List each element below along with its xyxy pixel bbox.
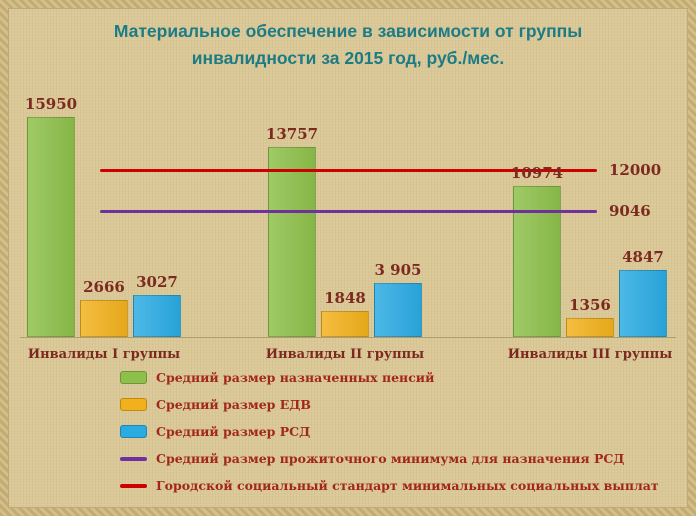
legend-item: Средний размер РСД — [120, 424, 659, 439]
legend-line — [120, 483, 147, 488]
bar — [566, 318, 614, 337]
x-axis-line — [20, 337, 676, 338]
chart-title-line2: инвалидности за 2015 год, руб./мес. — [191, 48, 505, 68]
bar-value-label: 4847 — [622, 248, 664, 266]
bar-value-label: 3027 — [136, 273, 178, 291]
chart-title: Материальное обеспечение в зависимости о… — [8, 18, 688, 72]
bar-value-label: 3 905 — [374, 261, 422, 279]
legend-swatch — [120, 452, 147, 465]
chart-title-line1: Материальное обеспечение в зависимости о… — [113, 21, 583, 41]
legend-label: Городской социальный стандарт минимальны… — [156, 478, 659, 493]
bar-value-label: 1848 — [324, 289, 366, 307]
legend-line — [120, 456, 147, 461]
bar — [619, 270, 667, 337]
category-label: Инвалиды III группы — [507, 347, 673, 362]
chart-canvas: Материальное обеспечение в зависимости о… — [8, 8, 688, 508]
legend-label: Средний размер ЕДВ — [156, 397, 311, 412]
legend-item: Средний размер назначенных пенсий — [120, 370, 659, 385]
bar-value-label: 1356 — [569, 296, 611, 314]
category-label: Инвалиды I группы — [27, 347, 181, 362]
bar — [80, 300, 128, 337]
legend-label: Средний размер РСД — [156, 424, 311, 439]
bar — [513, 186, 561, 337]
legend: Средний размер назначенных пенсий Средний… — [120, 370, 659, 493]
bar-value-label: 10974 — [510, 164, 564, 182]
legend-item: Средний размер ЕДВ — [120, 397, 659, 412]
reference-line-label: 12000 — [609, 161, 662, 179]
legend-swatch — [120, 479, 147, 492]
legend-item: Городской социальный стандарт минимальны… — [120, 478, 659, 493]
bar — [321, 311, 369, 337]
bar — [27, 117, 75, 337]
plot-area: 15950 13757 10974 2666 1848 1356 3027 3 905 4847… — [8, 8, 688, 508]
legend-label: Средний размер прожиточного минимума для… — [156, 451, 625, 466]
bar-value-label: 2666 — [83, 278, 125, 296]
legend-swatch — [120, 371, 147, 384]
bar — [374, 283, 422, 337]
reference-line-label: 9046 — [609, 202, 651, 220]
bar-value-label: 13757 — [265, 125, 319, 143]
legend-label: Средний размер назначенных пенсий — [156, 370, 435, 385]
legend-swatch — [120, 425, 147, 438]
legend-swatch — [120, 398, 147, 411]
bar — [268, 147, 316, 337]
bar — [133, 295, 181, 337]
bar-value-label: 15950 — [24, 95, 78, 113]
reference-line — [100, 169, 597, 172]
legend-item: Средний размер прожиточного минимума для… — [120, 451, 659, 466]
reference-line — [100, 210, 597, 213]
category-label: Инвалиды II группы — [265, 347, 425, 362]
